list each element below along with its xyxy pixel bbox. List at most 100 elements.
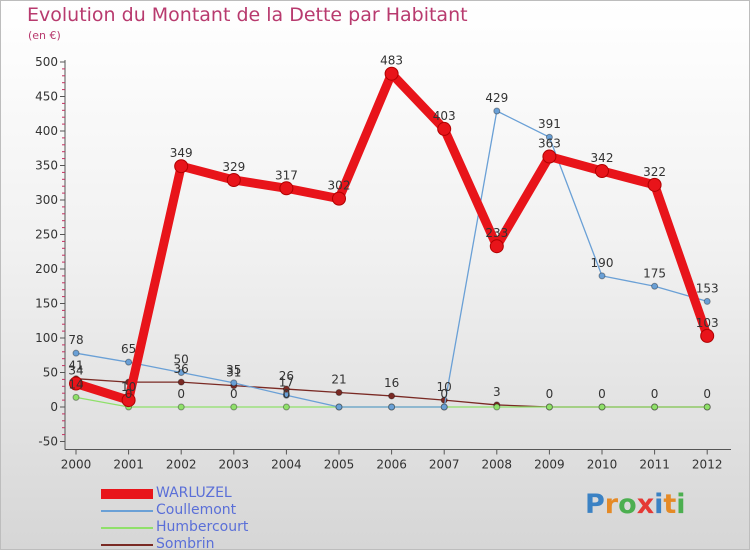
x-tick-label: 2008 xyxy=(482,458,513,472)
data-label: 317 xyxy=(275,168,298,182)
data-label: 16 xyxy=(384,376,399,390)
data-point xyxy=(388,392,396,400)
data-label: 78 xyxy=(68,333,83,347)
legend-label: Humbercourt xyxy=(156,519,249,535)
y-tick-label: -50 xyxy=(38,435,58,449)
y-tick-label: 50 xyxy=(43,366,58,380)
data-point xyxy=(72,393,80,401)
legend-swatch xyxy=(101,527,153,529)
data-point xyxy=(384,66,399,81)
data-point xyxy=(230,379,238,387)
x-tick-label: 2010 xyxy=(587,458,618,472)
data-label: 429 xyxy=(485,91,508,105)
data-label: 403 xyxy=(433,109,456,123)
data-point xyxy=(545,403,553,411)
x-tick-label: 2003 xyxy=(219,458,250,472)
data-label: 175 xyxy=(643,266,666,280)
data-point xyxy=(282,391,290,399)
data-label: 103 xyxy=(696,316,719,330)
data-point xyxy=(335,389,343,397)
data-label: 0 xyxy=(651,387,659,401)
data-point xyxy=(489,239,504,254)
data-point xyxy=(174,159,189,174)
data-label: 17 xyxy=(279,375,294,389)
data-point xyxy=(125,358,133,366)
data-point xyxy=(69,376,83,391)
data-point xyxy=(647,177,662,192)
data-label: 14 xyxy=(68,377,83,391)
data-point xyxy=(703,403,711,411)
data-point xyxy=(598,403,606,411)
data-label: 31 xyxy=(226,366,241,380)
y-tick-label: 400 xyxy=(35,124,58,138)
data-label: 35 xyxy=(226,363,241,377)
data-label: 3 xyxy=(493,385,501,399)
data-point xyxy=(72,349,80,357)
data-label: 0 xyxy=(598,387,606,401)
data-label: 329 xyxy=(222,160,245,174)
x-tick-label: 2004 xyxy=(271,458,302,472)
y-tick-label: 150 xyxy=(35,297,58,311)
legend-label: Coullemont xyxy=(156,502,237,518)
data-label: 349 xyxy=(170,146,193,160)
data-point xyxy=(335,403,343,411)
x-tick-label: 2009 xyxy=(534,458,565,472)
data-point xyxy=(121,393,136,408)
x-tick-label: 2005 xyxy=(324,458,355,472)
y-tick-label: 100 xyxy=(35,331,58,345)
data-label: 10 xyxy=(437,380,452,394)
legend-swatch xyxy=(101,489,153,499)
data-label: 26 xyxy=(279,369,294,383)
y-tick-label: 200 xyxy=(35,262,58,276)
data-label: 233 xyxy=(485,226,508,240)
data-label: 153 xyxy=(696,281,719,295)
chart-unit-label: (en €) xyxy=(28,29,61,42)
legend-swatch xyxy=(101,510,153,512)
data-point xyxy=(700,328,715,343)
data-point xyxy=(493,403,501,411)
data-point xyxy=(279,181,294,196)
data-label: 21 xyxy=(331,373,346,387)
y-tick-label: 0 xyxy=(50,400,58,414)
x-tick-label: 2001 xyxy=(113,458,144,472)
data-label: 342 xyxy=(591,151,614,165)
x-tick-label: 2011 xyxy=(639,458,670,472)
y-tick-label: 500 xyxy=(35,55,58,69)
x-tick-label: 2002 xyxy=(166,458,197,472)
data-label: 65 xyxy=(121,342,136,356)
data-label: 302 xyxy=(328,179,351,193)
y-tick-label: 450 xyxy=(35,90,58,104)
data-point xyxy=(651,403,659,411)
data-label: 34 xyxy=(68,364,83,378)
brand-logo-letter: x xyxy=(636,489,655,520)
data-label: 0 xyxy=(703,387,711,401)
brand-logo-letter: o xyxy=(618,489,637,520)
data-label: 391 xyxy=(538,117,561,131)
data-label: 322 xyxy=(643,165,666,179)
legend-swatch xyxy=(101,544,153,546)
data-point xyxy=(440,403,448,411)
data-label: 0 xyxy=(283,387,291,401)
data-point xyxy=(332,191,346,206)
data-label: 0 xyxy=(177,387,185,401)
data-point xyxy=(542,149,557,164)
data-point xyxy=(651,282,659,290)
data-point xyxy=(226,172,241,187)
data-label: 0 xyxy=(125,387,133,401)
y-tick-label: 300 xyxy=(35,193,58,207)
data-label: 0 xyxy=(546,387,554,401)
data-label: 41 xyxy=(68,359,83,373)
chart-title: Evolution du Montant de la Dette par Hab… xyxy=(27,4,468,26)
data-label: 363 xyxy=(538,137,561,151)
x-tick-label: 2000 xyxy=(61,458,92,472)
data-point xyxy=(598,272,606,280)
data-label: 50 xyxy=(174,353,189,367)
legend-label: Sombrin xyxy=(156,536,215,552)
data-label: 0 xyxy=(440,387,448,401)
data-point xyxy=(595,164,609,179)
data-label: 0 xyxy=(230,387,238,401)
data-point xyxy=(282,403,290,411)
y-tick-label: 350 xyxy=(35,159,58,173)
